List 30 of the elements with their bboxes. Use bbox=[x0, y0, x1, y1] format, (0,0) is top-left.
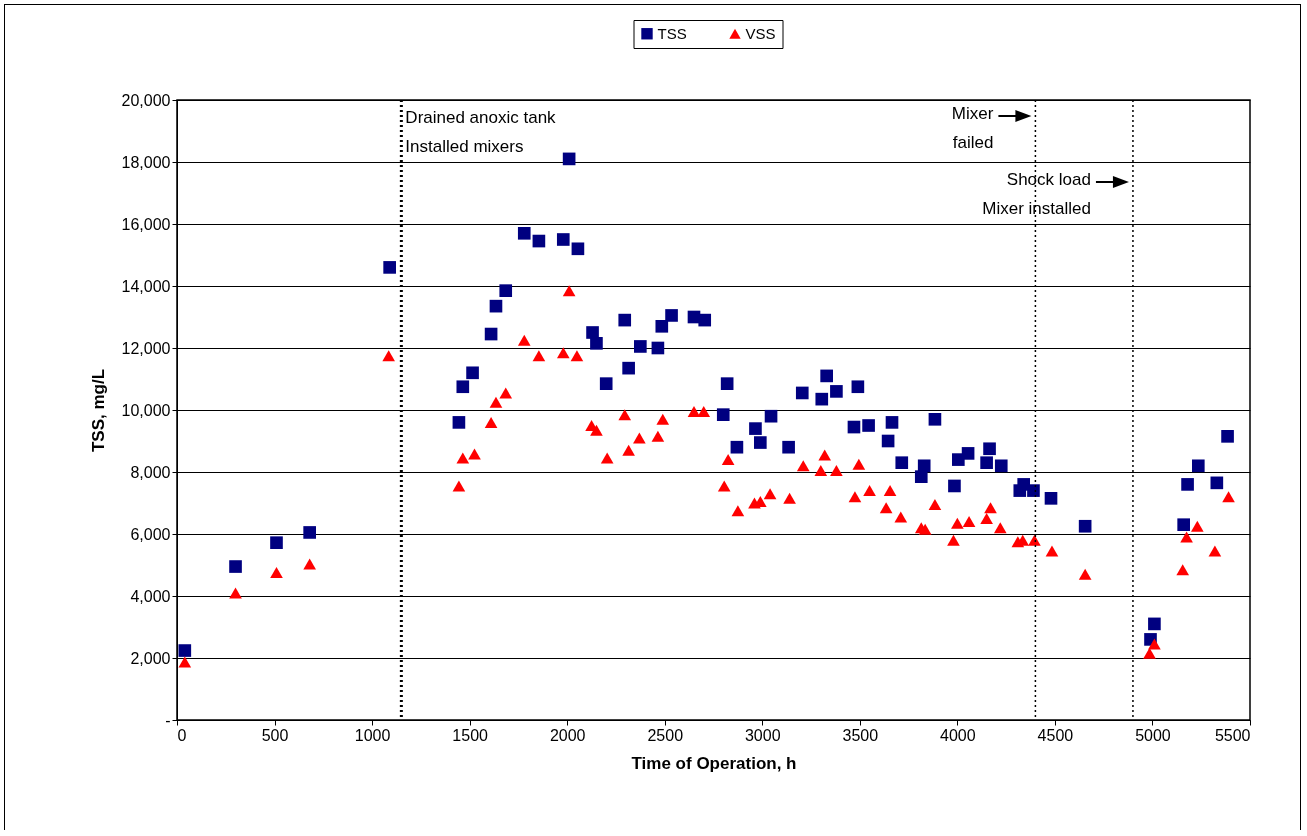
y-tick-label: 8,000 bbox=[130, 463, 171, 481]
x-tick-label: 500 bbox=[261, 726, 289, 744]
x-tick-label: 3500 bbox=[842, 726, 879, 744]
ref-line-label: Drained anoxic tank Installed mixers bbox=[405, 108, 557, 156]
y-tick-label: 6,000 bbox=[130, 525, 171, 543]
y-tick-label: 12,000 bbox=[121, 339, 171, 357]
ref-line-label: Shock load Mixer installed bbox=[982, 170, 1091, 218]
y-tick-label: 14,000 bbox=[121, 277, 171, 295]
y-tick-label: 2,000 bbox=[130, 649, 171, 667]
y-tick-label: 4,000 bbox=[130, 587, 171, 605]
y-tick-label: 20,000 bbox=[121, 91, 171, 109]
x-tick-label: 3000 bbox=[744, 726, 781, 744]
x-axis-title: Time of Operation, h bbox=[631, 753, 797, 773]
x-tick-label: 4500 bbox=[1037, 726, 1074, 744]
y-axis-title: TSS, mg/L bbox=[88, 368, 108, 453]
x-tick-label: 4000 bbox=[940, 726, 976, 744]
x-tick-label: 2500 bbox=[647, 726, 684, 744]
ref-line-label: Mixer failed bbox=[951, 104, 994, 152]
y-tick-label: 16,000 bbox=[121, 215, 171, 233]
x-tick-label: 2000 bbox=[549, 726, 586, 744]
y-tick-label: 10,000 bbox=[121, 401, 171, 419]
x-tick-label: 1000 bbox=[354, 726, 391, 744]
y-tick-label: 18,000 bbox=[121, 153, 171, 171]
x-tick-label: 5500 bbox=[1214, 726, 1251, 744]
x-tick-label: 0 bbox=[177, 726, 187, 744]
x-tick-label: 5000 bbox=[1135, 726, 1171, 744]
legend-label: VSS bbox=[745, 24, 776, 42]
y-tick-label: - bbox=[165, 711, 171, 729]
legend-label: TSS bbox=[657, 24, 687, 42]
x-tick-label: 1500 bbox=[452, 726, 489, 744]
